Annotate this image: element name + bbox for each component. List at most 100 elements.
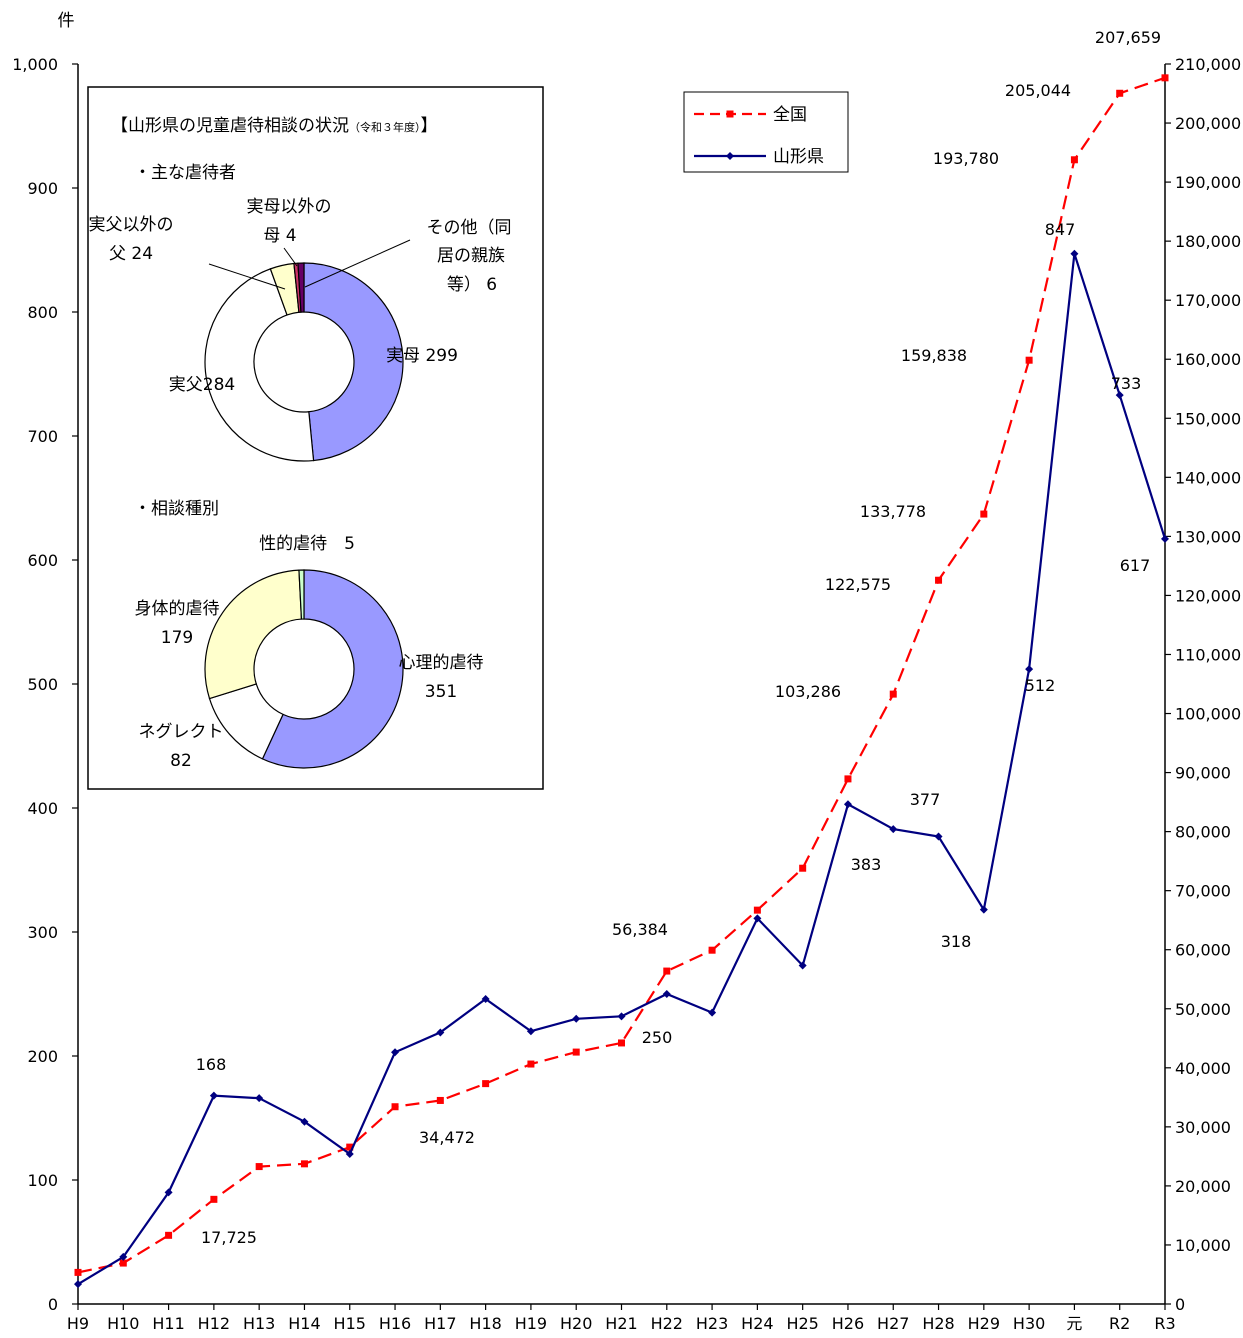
x-tick-label: H13 [243, 1314, 275, 1333]
y-left-tick-label: 100 [27, 1171, 58, 1190]
data-label: 103,286 [775, 682, 841, 701]
series-point-1 [1115, 391, 1124, 400]
donut-1-label: 実母 299 [386, 346, 458, 366]
x-tick-label: H28 [922, 1314, 954, 1333]
series-point-0 [119, 1259, 127, 1267]
series-point-1 [798, 961, 807, 970]
series-point-0 [74, 1268, 82, 1276]
series-point-0 [799, 864, 807, 872]
donut-2-title: ・相談種別 [134, 499, 219, 519]
donut-2-label: 性的虐待 5 [259, 534, 355, 554]
series-point-1 [572, 1014, 581, 1023]
y-right-tick-label: 200,000 [1175, 114, 1241, 133]
series-point-0 [889, 690, 897, 698]
series-point-1 [1025, 665, 1034, 674]
series-point-0 [210, 1195, 218, 1203]
y-right-tick-label: 50,000 [1175, 1000, 1231, 1019]
donut-1-slice [204, 268, 315, 462]
legend-swatch-marker [726, 152, 734, 160]
y-left-tick-label: 700 [27, 427, 58, 446]
series-point-0 [1025, 356, 1033, 364]
series-point-0 [844, 775, 852, 783]
data-label: 17,725 [201, 1228, 257, 1247]
series-point-1 [753, 914, 762, 923]
series-point-1 [300, 1117, 309, 1126]
series-point-1 [934, 832, 943, 841]
y-right-tick-label: 120,000 [1175, 586, 1241, 605]
series-point-0 [753, 906, 761, 914]
leader-line [283, 247, 298, 267]
series-point-0 [391, 1103, 399, 1111]
y-left-tick-label: 400 [27, 799, 58, 818]
y-right-tick-label: 170,000 [1175, 291, 1241, 310]
donut-2-label: 351 [425, 682, 457, 702]
panel-title: 【山形県の児童虐待相談の状況（令和３年度）】 [111, 116, 438, 136]
y-left-tick-label: 600 [27, 551, 58, 570]
series-point-0 [708, 946, 716, 954]
series-point-1 [979, 905, 988, 914]
series-point-1 [1070, 249, 1079, 258]
donut-1-slice [303, 262, 404, 462]
donut-2-label: 身体的虐待 [135, 599, 220, 619]
series-point-0 [935, 576, 943, 584]
data-label: 733 [1111, 374, 1142, 393]
y-right-tick-label: 130,000 [1175, 527, 1241, 546]
series-point-1 [708, 1008, 717, 1017]
panel-title-close: 】 [421, 116, 438, 136]
x-tick-label: H30 [1013, 1314, 1045, 1333]
leader-line [304, 239, 411, 288]
x-tick-label: 元 [1066, 1314, 1082, 1333]
y-left-tick-label: 0 [48, 1295, 58, 1314]
donut-2-label: 心理的虐待 [399, 653, 484, 673]
donut-2-slice [298, 569, 305, 620]
series-point-0 [165, 1231, 173, 1239]
y-right-tick-label: 90,000 [1175, 764, 1231, 783]
series-point-1 [391, 1048, 400, 1057]
series-point-0 [255, 1163, 263, 1171]
legend-box [683, 91, 849, 173]
series-point-1 [662, 990, 671, 998]
data-labels-layer: 17,725 34,472 56,384 103,286 122,575 133,778 1… [196, 28, 1161, 1247]
y-right-tick-label: 70,000 [1175, 882, 1231, 901]
x-tick-label: H22 [651, 1314, 683, 1333]
data-label: 383 [851, 855, 882, 874]
data-label: 207,659 [1095, 28, 1161, 47]
y-right-tick-label: 0 [1175, 1295, 1185, 1314]
data-label: 318 [941, 932, 972, 951]
x-tick-label: H12 [198, 1314, 230, 1333]
y-right-tick-label: 30,000 [1175, 1118, 1231, 1137]
x-tick-label: H17 [424, 1314, 456, 1333]
y-right-tick-label: 20,000 [1175, 1177, 1231, 1196]
leader-line [208, 263, 286, 290]
y-left-tick-label: 1,000 [12, 55, 58, 74]
series-point-1 [526, 1027, 535, 1036]
y-left-tick-label: 200 [27, 1047, 58, 1066]
x-tick-label: H10 [107, 1314, 139, 1333]
y-right-tick-label: 60,000 [1175, 941, 1231, 960]
x-tick-label: H21 [605, 1314, 637, 1333]
series-point-0 [346, 1143, 354, 1151]
y-left-tick-label: 500 [27, 675, 58, 694]
donut-1-label: 実父以外の [89, 215, 174, 235]
series-layer [74, 74, 1169, 1289]
data-label: 847 [1045, 220, 1076, 239]
series-point-1 [617, 1012, 626, 1021]
data-label: 34,472 [419, 1128, 475, 1147]
series-point-1 [1161, 534, 1169, 543]
donut-1-label: 実父284 [169, 375, 235, 395]
donut-2-slice [204, 569, 303, 700]
x-tick-label: H16 [379, 1314, 411, 1333]
series-point-1 [345, 1149, 354, 1158]
y-right-tick-label: 40,000 [1175, 1059, 1231, 1078]
x-tick-label: H20 [560, 1314, 592, 1333]
panel-title-main: 【山形県の児童虐待相談の状況 [111, 116, 349, 136]
series-point-1 [255, 1094, 264, 1103]
series-point-1 [436, 1028, 445, 1037]
inset-panel: 【山形県の児童虐待相談の状況（令和３年度）】・主な虐待者・相談種別 実母 299 実… [87, 86, 544, 790]
data-label: 193,780 [933, 149, 999, 168]
x-tick-label: H15 [334, 1314, 366, 1333]
donut-2-label: ネグレクト [139, 722, 224, 742]
series-point-0 [436, 1096, 444, 1104]
